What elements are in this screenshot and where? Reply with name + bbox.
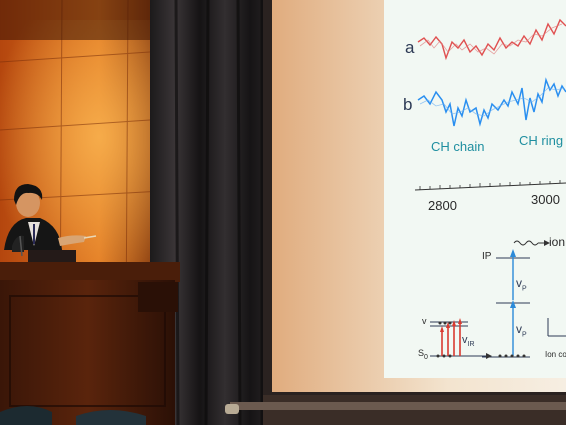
v-level-label: v	[422, 316, 427, 326]
band-label-ch-chain: CH chain	[431, 139, 485, 154]
vp-label-upper: vP	[516, 276, 527, 293]
slide	[384, 0, 566, 378]
audience-seat	[0, 406, 52, 425]
spectrum-trace-b	[417, 77, 566, 127]
vir-label: vIR	[462, 334, 475, 349]
ip-label: IP	[482, 251, 492, 262]
axis-tick-3000: 3000	[531, 192, 560, 207]
s0-label: S0	[418, 348, 428, 361]
band-label-ch-ring: CH ring	[519, 133, 564, 148]
trace-a-label: a	[405, 38, 415, 57]
presenter	[4, 184, 97, 257]
audience-seat	[76, 410, 146, 425]
trace-b-label: b	[403, 95, 413, 114]
ion-count-label: Ion co	[545, 350, 566, 359]
spectrum-trace-a	[417, 18, 566, 61]
ion-label: ion	[549, 235, 566, 249]
axis-tick-2800: 2800	[428, 198, 457, 213]
podium-top	[0, 262, 180, 282]
vp-label-lower: vP	[516, 322, 527, 339]
laptop	[28, 250, 76, 262]
